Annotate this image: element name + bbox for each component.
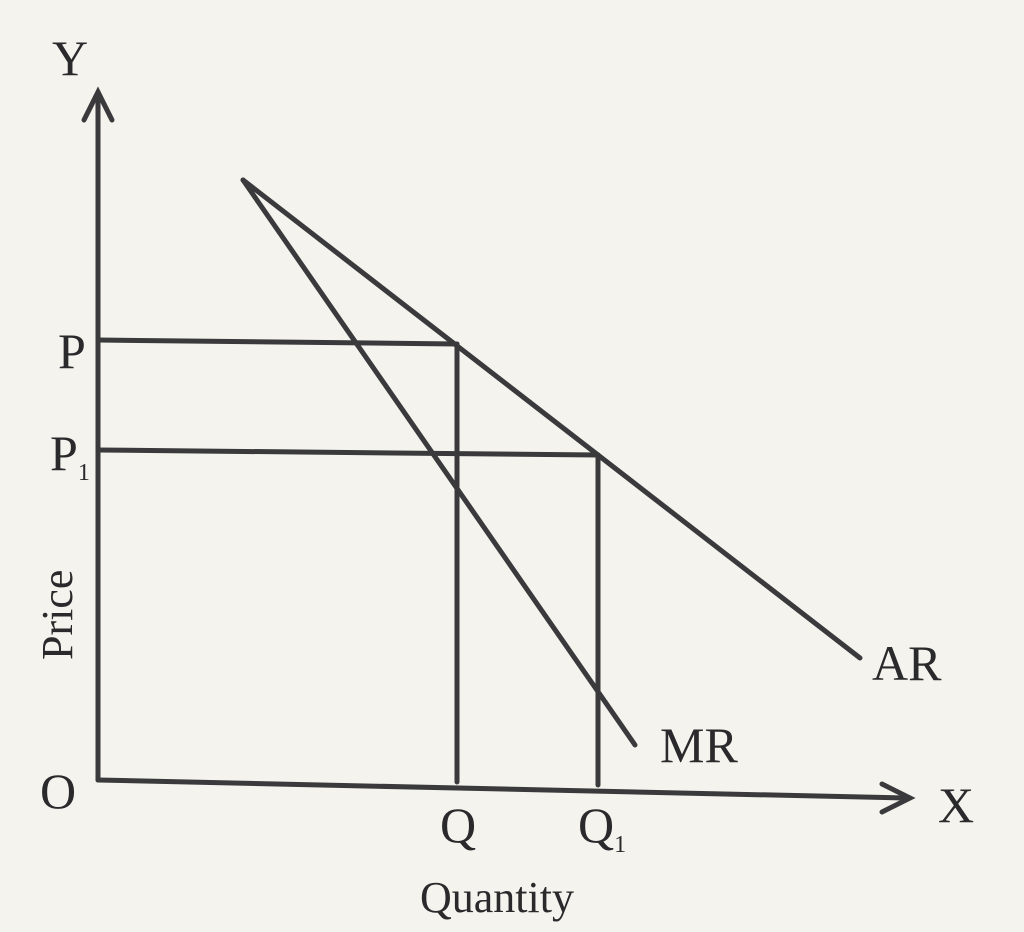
quantity-label-q1: Q1 bbox=[578, 797, 626, 858]
price-p1-line bbox=[95, 447, 601, 458]
mr-curve bbox=[240, 177, 638, 748]
origin-label: O bbox=[40, 763, 76, 819]
ar-curve bbox=[240, 177, 863, 661]
x-axis-title: Quantity bbox=[420, 873, 574, 922]
mr-curve-label: MR bbox=[660, 717, 738, 773]
price-label-p: P bbox=[58, 323, 86, 379]
x-axis-letter: X bbox=[938, 777, 974, 833]
y-axis-letter: Y bbox=[52, 30, 88, 86]
y-axis-title: Price bbox=[33, 570, 82, 660]
price-label-p1: P1 bbox=[50, 425, 90, 486]
x-axis bbox=[95, 777, 908, 801]
price-p-line bbox=[95, 337, 460, 347]
x-axis-arrowhead bbox=[879, 781, 916, 815]
quantity-label-q: Q bbox=[440, 797, 476, 853]
ar-curve-label: AR bbox=[872, 635, 942, 691]
y-axis-arrowhead bbox=[81, 86, 115, 123]
